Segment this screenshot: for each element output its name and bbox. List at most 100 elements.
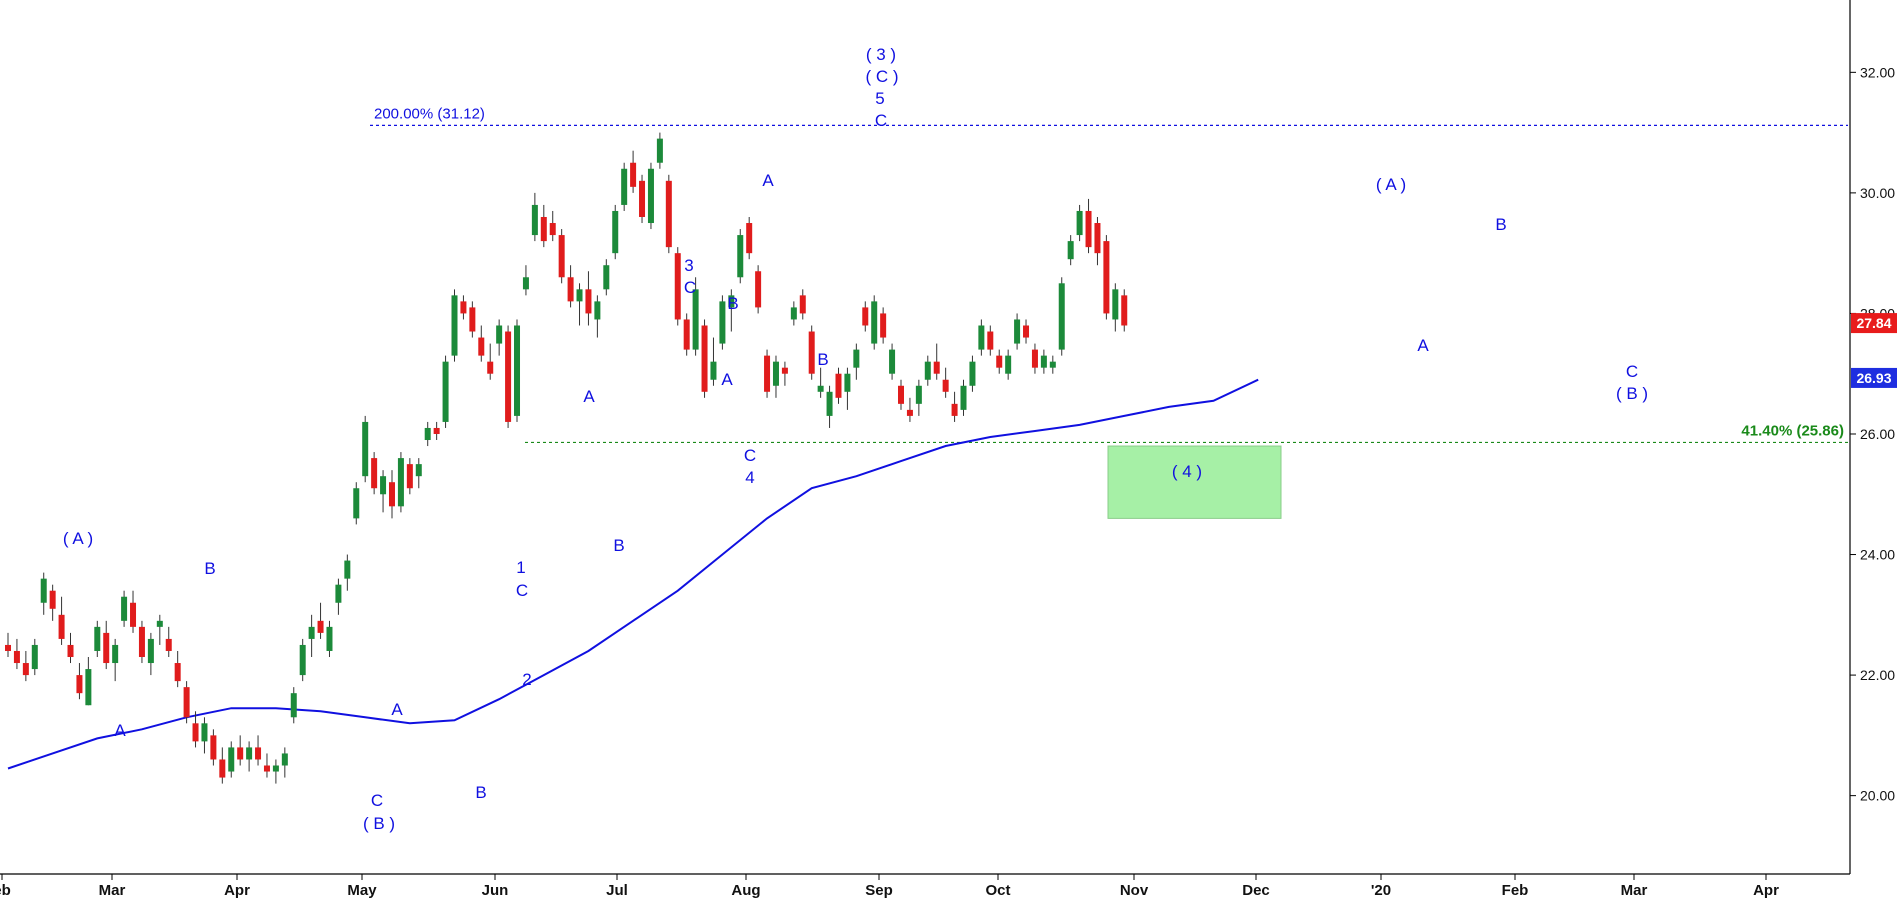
x-tick-label: May: [347, 882, 377, 899]
candle-body: [58, 614, 65, 639]
candle: [1067, 235, 1074, 266]
candle-body: [219, 759, 226, 778]
candle: [362, 415, 369, 483]
candle: [406, 458, 413, 495]
candle-body: [1076, 210, 1083, 236]
candle: [710, 337, 717, 386]
candle: [755, 265, 762, 314]
wave-label: C: [371, 791, 383, 810]
candle: [353, 482, 360, 525]
candle: [630, 150, 637, 193]
candle: [415, 458, 422, 489]
x-tick-label: Sep: [865, 882, 893, 899]
candle: [576, 283, 583, 326]
x-tick-label: Oct: [985, 882, 1010, 899]
candlestick-series: [5, 132, 1128, 784]
wave-label: ( A ): [63, 529, 93, 548]
candle-body: [67, 644, 74, 658]
x-tick-label: '20: [1371, 882, 1391, 899]
candle: [22, 650, 29, 682]
wave-labels: ( A ) B A A C ( B ) B 1 C 2 A B 3 C B A C 4 A B ( 3 ) ( C ) 5 C…: [63, 45, 1648, 833]
candle-body: [844, 373, 851, 392]
candle: [263, 753, 270, 778]
candle-body: [263, 765, 270, 772]
candle-body: [433, 427, 440, 434]
candle: [58, 596, 65, 645]
candle: [469, 301, 476, 338]
price-tag-bg: [1851, 313, 1897, 334]
candle-body: [317, 620, 324, 633]
candle-body: [362, 421, 369, 477]
candle: [40, 572, 47, 615]
candle-body: [76, 675, 83, 694]
candle-body: [692, 289, 699, 350]
candle-body: [469, 307, 476, 332]
candle: [656, 132, 663, 169]
candle: [1031, 343, 1038, 374]
candle-body: [344, 560, 351, 579]
candle: [674, 247, 681, 326]
candle: [728, 289, 735, 332]
candle-body: [889, 349, 896, 374]
candle-body: [415, 464, 422, 477]
candle-body: [808, 331, 815, 374]
candle: [692, 277, 699, 356]
candle-body: [1005, 355, 1012, 374]
candle-body: [406, 464, 413, 489]
candle-body: [130, 602, 137, 627]
candle: [862, 301, 869, 332]
candle-body: [1067, 241, 1074, 260]
candle: [156, 614, 163, 645]
candle-body: [246, 747, 253, 760]
candle: [1103, 235, 1110, 320]
wave-label: 5: [875, 89, 884, 108]
candle: [121, 590, 128, 627]
candle-body: [505, 331, 512, 422]
candle: [13, 638, 20, 670]
candle-body: [478, 337, 485, 356]
target-zone: [1107, 445, 1282, 519]
wave-label: A: [583, 387, 595, 406]
price-tag-label: 27.84: [1856, 315, 1891, 331]
candle-body: [201, 723, 208, 742]
wave-label: B: [1495, 215, 1506, 234]
candle-body: [1103, 241, 1110, 314]
candle-body: [1031, 349, 1038, 368]
candle: [1121, 289, 1128, 332]
candle: [183, 681, 190, 724]
candle-body: [1094, 223, 1101, 254]
candle-body: [397, 458, 404, 507]
candle-body: [603, 265, 610, 290]
wave-label: B: [475, 783, 486, 802]
candle-body: [237, 747, 244, 760]
candle-body: [103, 632, 110, 664]
candle: [255, 735, 262, 766]
candle-body: [228, 747, 235, 772]
candle: [219, 747, 226, 784]
candle-body: [915, 385, 922, 404]
price-tag-label: 26.93: [1856, 370, 1891, 386]
candle-body: [272, 765, 279, 772]
candle: [335, 578, 342, 615]
price-tags: 27.84 26.93: [1851, 313, 1897, 388]
candle-body: [790, 307, 797, 320]
candle: [1049, 355, 1056, 374]
x-axis-ticks: eb Mar Apr May Jun Jul Aug Sep Oct Nov Dec '20 Feb Ma…: [0, 874, 1779, 899]
candle: [960, 379, 967, 416]
wave-label: ( 3 ): [866, 45, 896, 64]
candle-body: [683, 319, 690, 350]
candle: [1005, 349, 1012, 380]
candle-body: [585, 289, 592, 314]
candle-body: [656, 138, 663, 163]
wave-label: 4: [745, 468, 754, 487]
wave-label: C: [875, 111, 887, 130]
candle-body: [621, 168, 628, 205]
wave-label: C: [1626, 362, 1638, 381]
candle: [933, 343, 940, 380]
candle-body: [647, 168, 654, 224]
wave-label: B: [613, 536, 624, 555]
candle-body: [371, 458, 378, 489]
candle: [549, 210, 556, 242]
x-tick-label: Dec: [1242, 882, 1270, 899]
